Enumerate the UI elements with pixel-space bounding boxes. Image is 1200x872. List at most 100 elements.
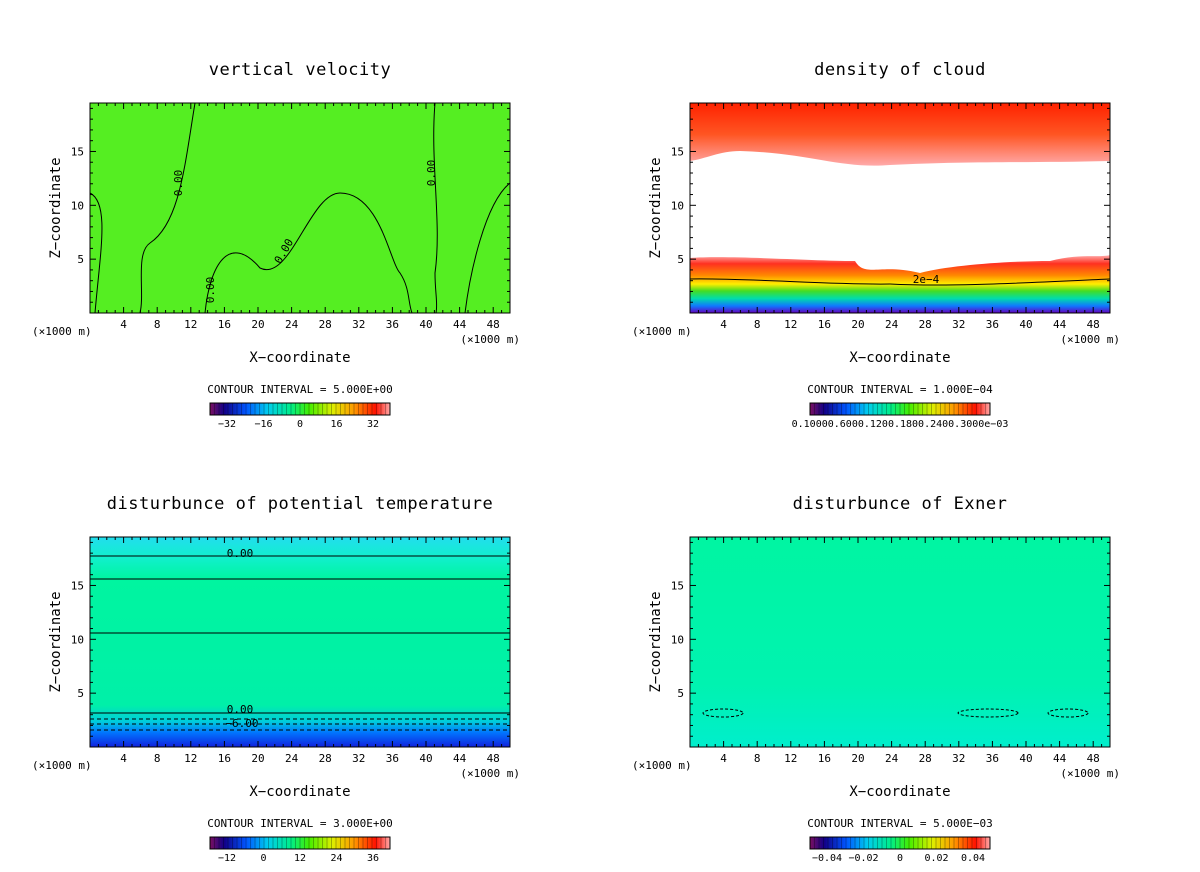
- contour-line: [689, 278, 1111, 286]
- colorbar-label: −0.02: [848, 853, 878, 864]
- colorbar-label: 0: [897, 853, 903, 864]
- colorbar-label: 16: [330, 419, 342, 430]
- chart-title: density of cloud: [814, 60, 986, 80]
- contour-ellipse-dashed: [702, 708, 744, 718]
- x-axis-label: X−coordinate: [849, 350, 950, 366]
- x-tick-label: 48: [1087, 318, 1100, 331]
- x-tick-label: 12: [184, 318, 197, 331]
- upper-cloud-layer: [690, 103, 1110, 166]
- contour-line: [464, 182, 511, 314]
- x-tick-label: 24: [285, 318, 299, 331]
- x-tick-label: 24: [285, 752, 299, 765]
- x-tick-label: 48: [1087, 752, 1100, 765]
- y-tick-label: 15: [671, 145, 684, 158]
- x-tick-label: 40: [419, 318, 432, 331]
- x-tick-label: 44: [453, 318, 467, 331]
- y-axis-label: Z−coordinate: [48, 157, 64, 258]
- x-tick-label: 28: [919, 752, 932, 765]
- plot-fill: [690, 537, 1110, 747]
- contour-interval: CONTOUR INTERVAL = 5.000E+00: [207, 383, 392, 396]
- x-tick-label: 36: [986, 752, 999, 765]
- x-tick-label: 20: [851, 318, 864, 331]
- x-tick-label: 4: [120, 318, 127, 331]
- x-unit-left: (×1000 m): [32, 325, 92, 338]
- y-tick-label: 10: [71, 633, 84, 646]
- panel-3: disturbunce of potential temperature 0.00…: [32, 494, 520, 864]
- x-unit-right: (×1000 m): [1060, 767, 1120, 780]
- colorbar-label: 0.04: [961, 853, 985, 864]
- colorbar-label: 0.02: [924, 853, 948, 864]
- plot-fill: [90, 537, 510, 747]
- colorbar-label: −12: [218, 853, 236, 864]
- y-tick-label: 5: [77, 253, 84, 266]
- x-tick-label: 40: [1019, 318, 1032, 331]
- x-tick-label: 4: [720, 752, 727, 765]
- x-axis-label: X−coordinate: [249, 784, 350, 800]
- x-tick-label: 16: [218, 752, 231, 765]
- colorbar-label: 0: [297, 419, 303, 430]
- x-tick-label: 8: [754, 318, 761, 331]
- x-tick-label: 44: [453, 752, 467, 765]
- x-tick-label: 28: [319, 752, 332, 765]
- plot-fill: [90, 103, 510, 313]
- x-tick-label: 16: [818, 752, 831, 765]
- contour-line: [204, 192, 413, 314]
- y-axis-label: Z−coordinate: [48, 591, 64, 692]
- x-tick-label: 32: [952, 752, 965, 765]
- x-tick-label: 36: [386, 752, 399, 765]
- x-tick-label: 4: [720, 318, 727, 331]
- x-tick-label: 48: [487, 752, 500, 765]
- x-tick-label: 16: [818, 318, 831, 331]
- x-tick-label: 8: [154, 318, 161, 331]
- colorbar-label: 0: [260, 853, 266, 864]
- x-tick-label: 12: [184, 752, 197, 765]
- colorbar-label: −0.04: [812, 853, 842, 864]
- chart-title: disturbunce of Exner: [793, 494, 1008, 514]
- x-tick-label: 24: [885, 318, 899, 331]
- y-tick-label: 10: [671, 199, 684, 212]
- contour-interval: CONTOUR INTERVAL = 5.000E−03: [807, 817, 992, 830]
- x-axis-label: X−coordinate: [849, 784, 950, 800]
- y-tick-label: 5: [77, 687, 84, 700]
- contour-label: 0.00: [227, 547, 254, 560]
- x-tick-label: 48: [487, 318, 500, 331]
- x-tick-label: 32: [352, 318, 365, 331]
- x-tick-label: 32: [952, 318, 965, 331]
- contour-ellipse-dashed: [1047, 708, 1089, 718]
- contour-interval: CONTOUR INTERVAL = 3.000E+00: [207, 817, 392, 830]
- x-tick-label: 8: [154, 752, 161, 765]
- x-unit-right: (×1000 m): [460, 767, 520, 780]
- colorbar-label: 12: [294, 853, 306, 864]
- x-tick-label: 16: [218, 318, 231, 331]
- y-axis-label: Z−coordinate: [648, 157, 664, 258]
- x-tick-label: 44: [1053, 752, 1067, 765]
- x-tick-label: 4: [120, 752, 127, 765]
- x-tick-label: 28: [319, 318, 332, 331]
- chart-title: vertical velocity: [209, 60, 392, 80]
- contour-line: [89, 192, 103, 314]
- colorbar-label: −32: [218, 419, 236, 430]
- x-unit-left: (×1000 m): [632, 759, 692, 772]
- x-tick-label: 8: [754, 752, 761, 765]
- x-tick-label: 24: [885, 752, 899, 765]
- x-tick-label: 12: [784, 752, 797, 765]
- colorbar-label: −16: [254, 419, 272, 430]
- x-tick-label: 40: [1019, 752, 1032, 765]
- y-tick-label: 10: [671, 633, 684, 646]
- contour-line: [139, 102, 196, 314]
- contour-label: 0.00: [172, 170, 185, 197]
- x-unit-left: (×1000 m): [32, 759, 92, 772]
- y-tick-label: 15: [671, 579, 684, 592]
- x-tick-label: 20: [851, 752, 864, 765]
- colorbar-label: 32: [367, 419, 379, 430]
- x-unit-right: (×1000 m): [1060, 333, 1120, 346]
- x-axis-label: X−coordinate: [249, 350, 350, 366]
- contour-interval: CONTOUR INTERVAL = 1.000E−04: [807, 383, 993, 396]
- contour-label: 0.00: [204, 277, 217, 304]
- y-tick-label: 5: [677, 253, 684, 266]
- x-tick-label: 40: [419, 752, 432, 765]
